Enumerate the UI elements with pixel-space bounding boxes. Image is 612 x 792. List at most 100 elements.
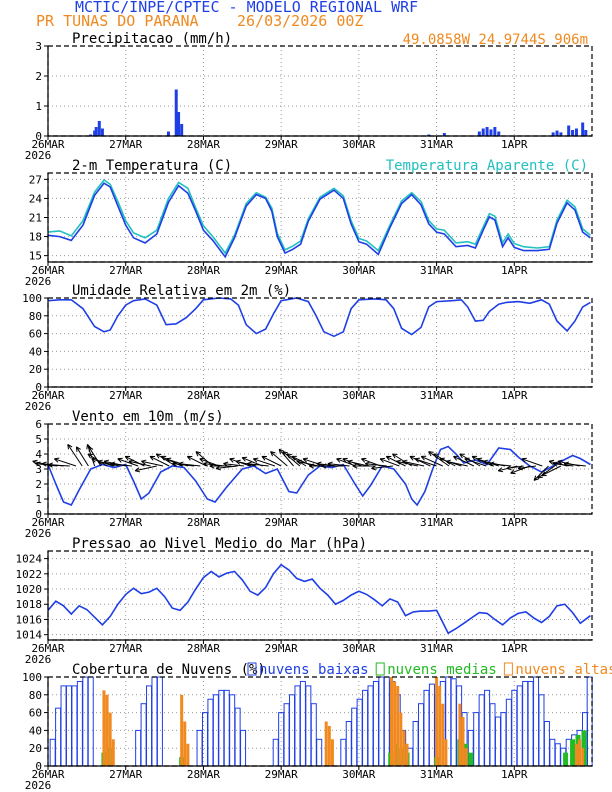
cloud-bar-low xyxy=(494,716,501,767)
y-tick-label: 1020 xyxy=(16,583,43,596)
cloud-bar-low xyxy=(516,685,523,767)
wind-arrow-head xyxy=(149,455,156,461)
wind-arrow-head xyxy=(103,459,110,465)
precip-bar xyxy=(93,130,97,136)
x-tick-label: 1APR xyxy=(501,768,528,781)
cloud-bar-orange xyxy=(108,712,112,766)
y-tick-label: 60 xyxy=(29,707,42,720)
wind-arrow-head xyxy=(117,457,123,463)
wind-arrow-head xyxy=(270,451,276,457)
wind-arrow-head xyxy=(321,463,327,469)
precip-bar xyxy=(97,121,101,136)
wind-arrow xyxy=(149,455,170,467)
wind-arrow-head xyxy=(497,467,504,473)
wind-arrow-head xyxy=(420,455,427,461)
wind-arrow xyxy=(552,463,574,467)
wind-arrow xyxy=(420,455,443,467)
wind-arrow xyxy=(247,463,269,467)
x-tick-label: 28MAR xyxy=(187,516,220,529)
precip-bar xyxy=(489,129,493,136)
cloud-bar-orange xyxy=(435,677,439,766)
cloud-bar-low xyxy=(500,712,507,767)
cloud-bar-low xyxy=(372,680,379,767)
legend-label: Temperatura Aparente (C) xyxy=(386,158,588,174)
x-year-label: 2026 xyxy=(25,275,52,288)
wind-arrow-head xyxy=(379,457,386,463)
wind-arrow-head xyxy=(178,461,184,467)
wind-arrow-head xyxy=(229,457,235,463)
precip-bar xyxy=(584,130,588,136)
x-tick-label: 28MAR xyxy=(187,389,220,402)
wind-arrow-head xyxy=(128,459,134,465)
wind-arrow-head xyxy=(296,459,302,465)
y-tick-label: 0 xyxy=(35,130,42,143)
y-tick-label: 100 xyxy=(22,292,42,305)
precip-bar xyxy=(180,124,184,136)
wind-arrow xyxy=(453,455,475,467)
cloud-bar-low xyxy=(294,685,301,767)
precip-bar xyxy=(94,127,98,136)
x-tick-label: 31MAR xyxy=(420,138,453,151)
wind-arrow-head xyxy=(439,457,445,463)
wind-arrow-head xyxy=(336,457,342,463)
wind-arrow-head xyxy=(88,446,94,452)
precip-bar xyxy=(493,127,497,136)
wind-arrow xyxy=(489,463,512,467)
cloud-bar-low xyxy=(207,698,214,767)
wind-arrow-head xyxy=(563,461,570,467)
cloud-bar-green xyxy=(393,743,399,766)
cloud-bar-orange xyxy=(102,690,106,766)
cloud-bar-orange xyxy=(441,703,445,766)
cloud-bar-orange xyxy=(327,725,331,766)
wind-arrow-head xyxy=(476,457,483,463)
cloud-bar-low xyxy=(49,738,56,767)
x-tick-label: 31MAR xyxy=(420,264,453,277)
x-year-label: 2026 xyxy=(25,400,52,413)
wind-arrow xyxy=(541,465,562,477)
wind-arrow xyxy=(371,465,394,469)
cloud-bar-low xyxy=(450,678,457,767)
wind-arrow-head xyxy=(35,461,41,467)
cloud-bar-low xyxy=(71,685,78,767)
wind-arrow xyxy=(291,455,313,467)
cloud-bar-low xyxy=(299,680,306,767)
wind-arrow-head xyxy=(506,465,512,471)
wind-arrow-head xyxy=(172,461,178,467)
wind-arrow-head xyxy=(67,443,73,450)
cloud-bar-orange xyxy=(183,721,187,766)
legend-swatch xyxy=(247,662,257,676)
x-tick-label: 1APR xyxy=(501,264,528,277)
cloud-bar-orange xyxy=(111,739,115,766)
cloud-bar-low xyxy=(196,729,203,767)
wind-arrow-head xyxy=(521,457,527,463)
wind-arrow-head xyxy=(510,469,516,475)
wind-arrow xyxy=(117,458,139,467)
cloud-bar-low xyxy=(212,694,219,767)
precip-bar xyxy=(497,131,501,136)
cloud-bar-low xyxy=(345,721,352,767)
wind-arrow-head xyxy=(392,453,398,459)
wind-arrow-head xyxy=(385,455,392,461)
wind-arrow-head xyxy=(47,462,53,468)
wind-arrow-head xyxy=(215,465,221,471)
y-tick-label: 1016 xyxy=(16,613,43,626)
legend-label: nuvens altas xyxy=(515,662,612,678)
wind-arrow-head xyxy=(195,451,201,457)
x-tick-label: 26MAR xyxy=(31,768,64,781)
wind-arrow-head xyxy=(291,455,297,461)
x-tick-label: 1APR xyxy=(501,642,528,655)
y-tick-label: 2 xyxy=(35,70,42,83)
wind-arrow xyxy=(187,455,207,467)
cloud-bar-orange xyxy=(399,712,403,766)
y-tick-label: 2 xyxy=(35,478,42,491)
panel-title: 2-m Temperatura (C) xyxy=(72,158,232,174)
wind-arrow-head xyxy=(471,455,478,461)
x-tick-label: 28MAR xyxy=(187,768,220,781)
cloud-bar-orange xyxy=(458,703,462,766)
x-year-label: 2026 xyxy=(25,149,52,162)
y-tick-label: 0 xyxy=(35,381,42,394)
series-line xyxy=(47,297,591,338)
y-tick-label: 27 xyxy=(29,173,42,186)
x-tick-label: 31MAR xyxy=(420,642,453,655)
wind-arrow-head xyxy=(537,473,543,479)
